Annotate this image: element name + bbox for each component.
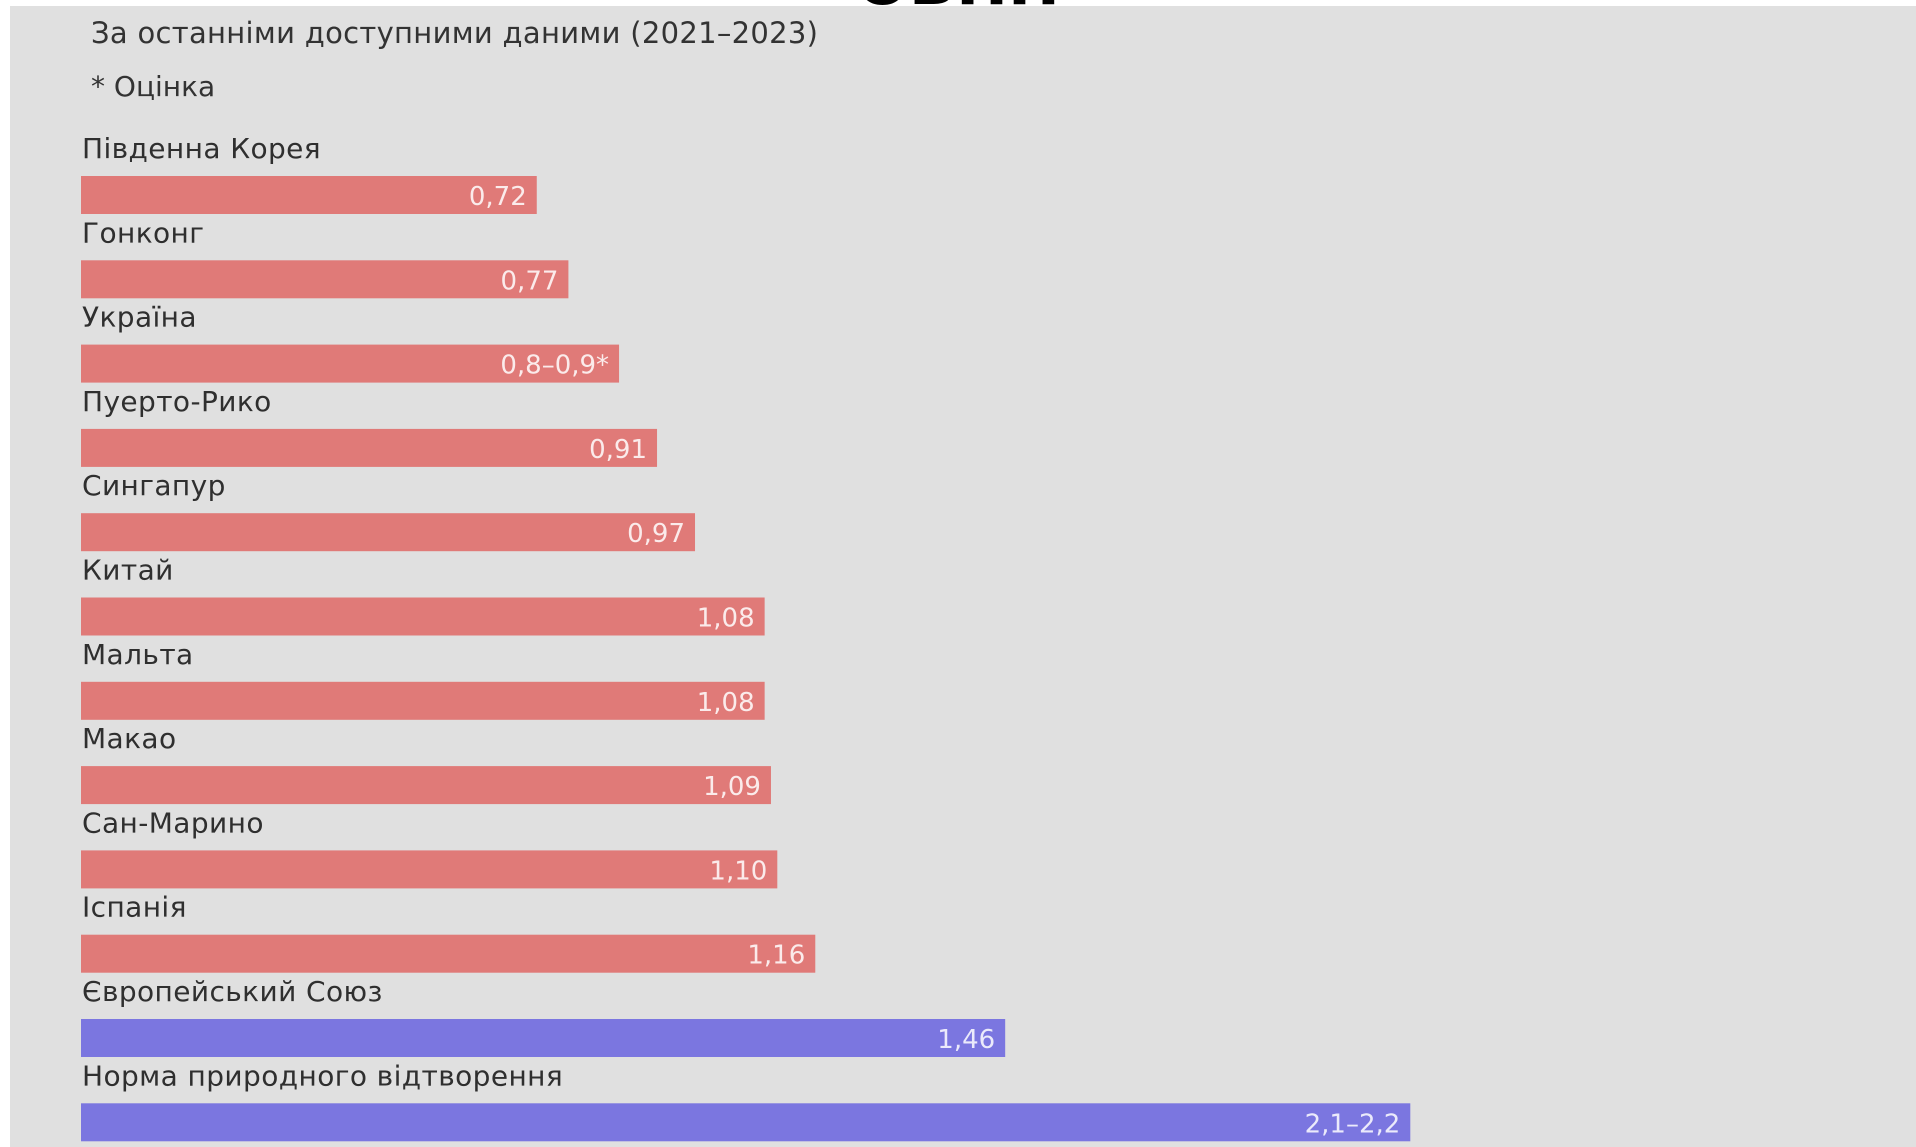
bar <box>81 934 816 973</box>
category-label: Гонконг <box>82 216 204 249</box>
bar <box>81 344 620 383</box>
category-label: Україна <box>82 301 197 334</box>
category-label: Норма природного відтворення <box>82 1059 563 1092</box>
category-label: Пуерто-Рико <box>82 385 272 418</box>
bar <box>81 1103 1411 1142</box>
value-label: 0,97 <box>627 519 685 549</box>
chart-subtitle: За останніми доступними даними (2021–202… <box>91 16 819 50</box>
value-label: 0,91 <box>589 435 647 465</box>
chart-panel: За останніми доступними даними (2021–202… <box>10 6 1916 1147</box>
bar-chart: Південна Корея 0,72 Гонконг 0,77 Україна 0,8–… <box>81 132 1411 1142</box>
page-title: ΘΒΠΠ <box>0 0 1916 14</box>
value-label: 1,08 <box>697 688 755 718</box>
bar <box>81 850 778 889</box>
bar <box>81 428 658 467</box>
category-label: Сан-Марино <box>82 806 264 839</box>
value-label: 1,10 <box>709 856 767 886</box>
value-label: 0,77 <box>501 266 559 296</box>
bar <box>81 681 765 720</box>
category-label: Південна Корея <box>82 132 321 165</box>
chart-footnote: * Оцінка <box>91 70 216 103</box>
value-label: 0,8–0,9* <box>500 351 609 381</box>
category-label: Макао <box>82 722 177 755</box>
bar <box>81 513 696 552</box>
value-label: 1,08 <box>697 604 755 634</box>
bar <box>81 597 765 636</box>
category-label: Європейський Союз <box>82 975 383 1008</box>
category-label: Іспанія <box>82 891 187 924</box>
value-label: 0,72 <box>469 182 527 212</box>
bar <box>81 1019 1006 1057</box>
category-label: Сингапур <box>82 469 226 502</box>
category-label: Мальта <box>82 638 194 671</box>
bar <box>81 260 569 299</box>
value-label: 2,1–2,2 <box>1305 1109 1401 1139</box>
value-label: 1,09 <box>703 772 761 802</box>
value-label: 1,46 <box>937 1025 995 1055</box>
value-label: 1,16 <box>747 941 805 971</box>
bar <box>81 766 771 805</box>
bar <box>81 176 537 214</box>
category-label: Китай <box>82 554 174 587</box>
